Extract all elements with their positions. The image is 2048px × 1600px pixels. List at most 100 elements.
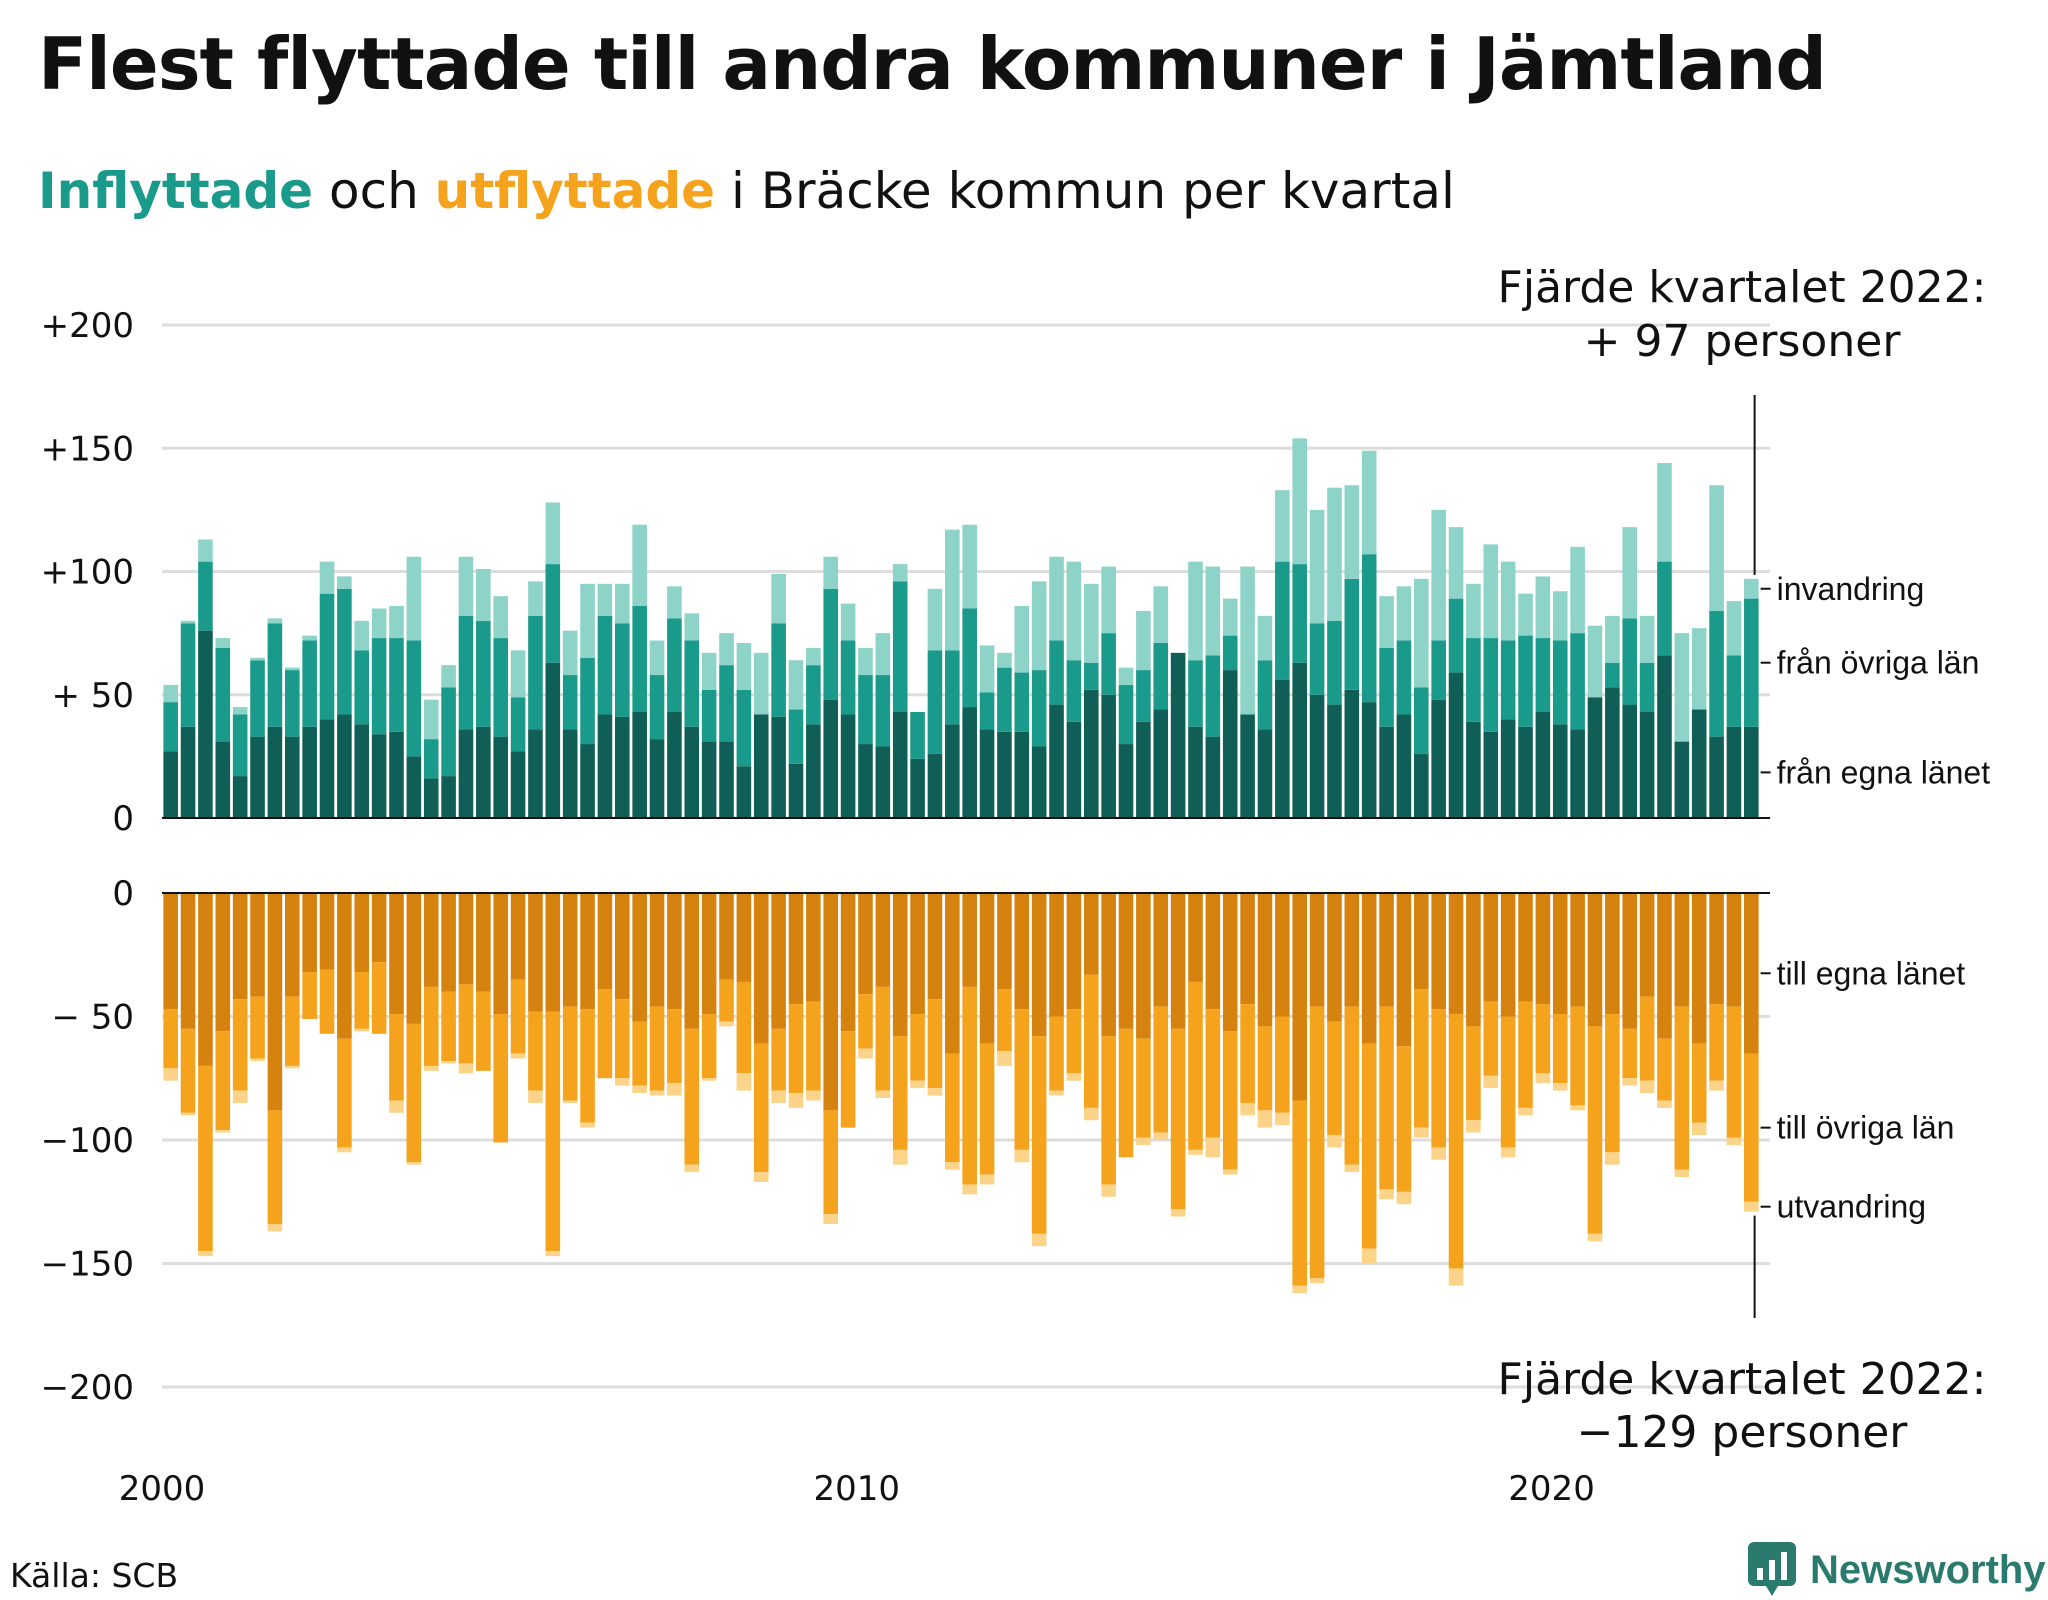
- bar-out-segment: [284, 996, 300, 1066]
- bar-out-segment: [1066, 1009, 1082, 1074]
- bar-out-segment: [910, 893, 925, 1015]
- bar-in-segment: [1066, 561, 1082, 661]
- bar-in-segment: [858, 647, 873, 676]
- y-tick-label-bottom: −100: [41, 1121, 134, 1161]
- bar-in-segment: [215, 741, 231, 818]
- bar-in-segment: [1414, 578, 1429, 688]
- bar-in-segment: [1605, 687, 1620, 818]
- bar-out-segment: [1622, 893, 1638, 1029]
- bar-out-segment: [649, 1006, 665, 1091]
- series-label-bottom: till övriga län: [1777, 1110, 1955, 1146]
- bar-in-segment: [1570, 546, 1585, 634]
- bar-out-segment: [858, 1048, 873, 1059]
- bar-in-segment: [1309, 509, 1325, 624]
- bar-out-segment: [458, 984, 474, 1064]
- bar-in-segment: [649, 675, 665, 740]
- bar-out-segment: [927, 999, 943, 1089]
- bar-in-segment: [788, 709, 804, 764]
- bar-out-segment: [1483, 1075, 1499, 1089]
- bar-in-segment: [441, 687, 456, 777]
- bar-in-segment: [1344, 485, 1360, 579]
- bar-in-segment: [267, 623, 283, 727]
- bar-out-segment: [962, 1184, 977, 1195]
- bar-in-segment: [476, 726, 491, 818]
- bar-out-segment: [250, 1058, 265, 1061]
- bar-out-segment: [423, 893, 439, 987]
- y-tick-label-top: +150: [41, 429, 134, 469]
- bar-in-segment: [1552, 591, 1568, 641]
- bar-in-segment: [319, 561, 335, 594]
- bar-out-segment: [701, 893, 717, 1015]
- bar-in-segment: [719, 633, 734, 666]
- bar-out-segment: [1605, 893, 1620, 1015]
- bar-in-segment: [667, 618, 682, 713]
- bar-in-segment: [667, 712, 682, 818]
- bar-in-segment: [198, 561, 213, 631]
- bar-out-segment: [1570, 1105, 1585, 1111]
- bar-out-segment: [1605, 1152, 1620, 1165]
- bar-in-segment: [1101, 633, 1116, 695]
- bar-in-segment: [632, 712, 647, 818]
- bar-out-segment: [354, 893, 370, 973]
- bar-in-segment: [1309, 623, 1325, 695]
- bar-out-segment: [1414, 989, 1429, 1128]
- bar-in-segment: [302, 726, 317, 818]
- bar-out-segment: [1049, 1016, 1064, 1091]
- bar-out-segment: [1101, 1184, 1116, 1197]
- y-tick-label-bottom: −150: [41, 1245, 134, 1285]
- bar-in-segment: [945, 724, 960, 818]
- bar-out-segment: [1136, 1137, 1151, 1145]
- bar-in-segment: [1622, 704, 1638, 818]
- bar-in-segment: [1570, 729, 1585, 818]
- bar-out-segment: [1031, 893, 1047, 1037]
- bar-in-segment: [701, 652, 717, 690]
- bar-in-segment: [528, 615, 543, 730]
- bar-in-segment: [1049, 640, 1064, 705]
- bar-in-segment: [736, 689, 752, 767]
- bar-in-segment: [1518, 635, 1533, 727]
- bar-out-segment: [1744, 893, 1759, 1054]
- bar-in-segment: [423, 778, 439, 818]
- bar-in-segment: [198, 630, 213, 818]
- bar-in-segment: [979, 645, 995, 693]
- bar-in-segment: [1014, 606, 1030, 673]
- bar-in-segment: [1466, 638, 1481, 722]
- bar-out-segment: [736, 893, 752, 982]
- bar-out-segment: [1657, 1100, 1672, 1108]
- bar-in-segment: [1361, 702, 1377, 818]
- outflow-bars: [163, 893, 1759, 1294]
- bar-out-segment: [806, 1090, 821, 1101]
- bar-out-segment: [615, 999, 630, 1079]
- bar-in-segment: [979, 692, 995, 730]
- bar-in-segment: [701, 689, 717, 742]
- bar-in-segment: [562, 630, 578, 676]
- bar-out-segment: [1031, 1036, 1047, 1234]
- bar-out-segment: [615, 1078, 630, 1086]
- brand-name: Newsworthy: [1810, 1547, 2046, 1592]
- bar-out-segment: [1691, 893, 1707, 1044]
- bar-out-segment: [823, 1214, 839, 1224]
- bar-in-segment: [1066, 660, 1082, 722]
- bar-in-segment: [962, 608, 977, 708]
- bar-out-segment: [997, 989, 1012, 1052]
- bar-in-segment: [180, 623, 196, 727]
- bar-out-segment: [1222, 1031, 1238, 1170]
- bar-out-segment: [406, 893, 422, 1024]
- bar-in-segment: [232, 707, 248, 715]
- bar-out-segment: [232, 999, 248, 1091]
- bar-in-segment: [701, 741, 717, 818]
- inflow-bars: [163, 438, 1759, 819]
- bar-out-segment: [701, 1014, 717, 1079]
- bar-in-segment: [1257, 729, 1273, 818]
- bar-out-segment: [1222, 1169, 1238, 1175]
- bar-in-segment: [1222, 598, 1238, 636]
- bar-out-segment: [1188, 893, 1203, 982]
- bar-in-segment: [771, 716, 786, 818]
- bar-in-segment: [423, 699, 439, 740]
- bar-out-segment: [1101, 893, 1116, 1037]
- bar-in-segment: [1552, 724, 1568, 818]
- bar-out-segment: [840, 1031, 856, 1128]
- bar-out-segment: [962, 893, 977, 987]
- bar-out-segment: [1170, 893, 1186, 1029]
- bar-in-segment: [1431, 640, 1446, 700]
